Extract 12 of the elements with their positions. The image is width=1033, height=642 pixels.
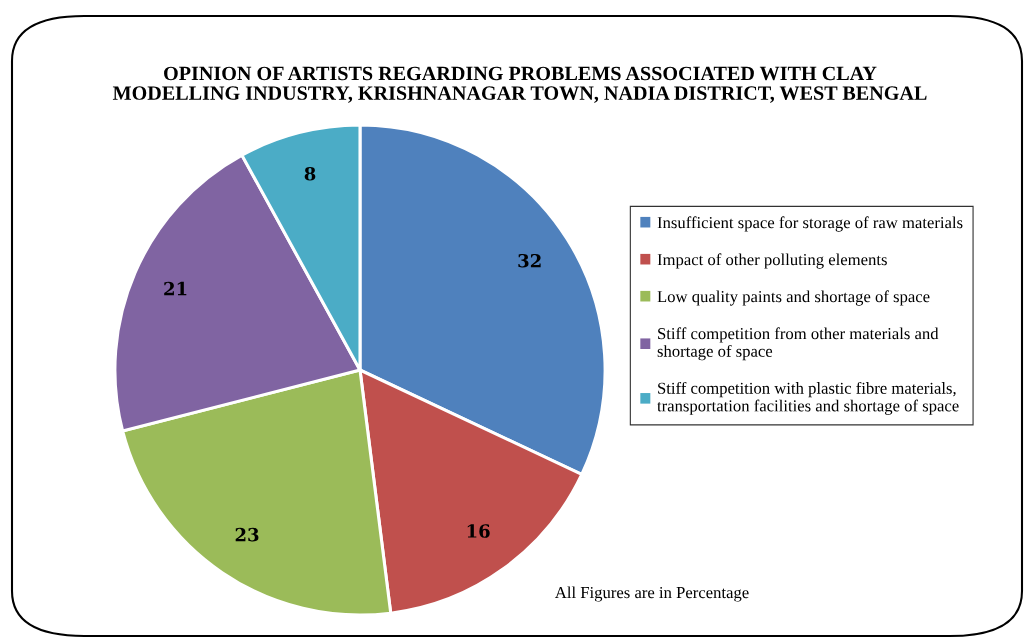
- data-label: 16: [467, 524, 490, 538]
- legend-label: Stiff competition from other materials and shortage of space: [657, 327, 939, 361]
- legend-label: Low quality paints and shortage of space: [657, 290, 930, 306]
- text: All Figures are in Percentage: [554, 586, 749, 602]
- data-label: 23: [235, 527, 259, 542]
- chart-title: OPINION OF ARTISTS REGARDING PROBLEMS ASSOCIATED WITH CLAY MODELLING INDUSTRY, KRISHNANAGAR TOWN, NADIA DISTRICT, WEST BENGAL: [112, 66, 927, 103]
- legend-label: Insufficient space for storage of raw materials: [657, 216, 963, 232]
- data-label: 21: [164, 281, 187, 296]
- data-label: 32: [518, 253, 541, 268]
- data-label: 8: [304, 166, 316, 181]
- legend-label: Stiff competition with plastic fibre materials, transportation facilities and shortage of space: [657, 381, 959, 415]
- legend-label: Impact of other polluting elements: [657, 253, 887, 269]
